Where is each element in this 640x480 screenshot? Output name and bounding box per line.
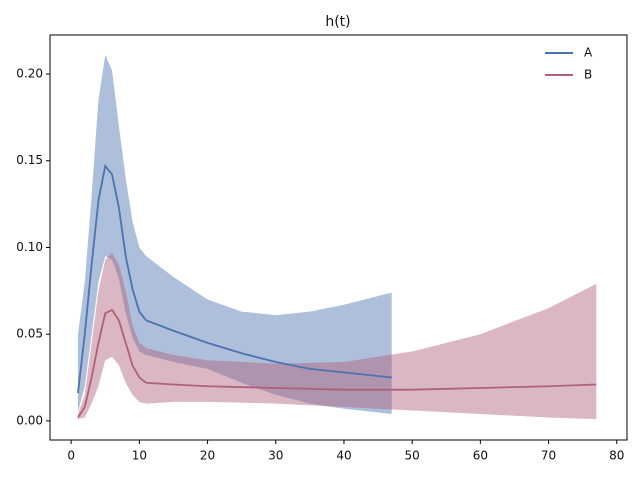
y-tick-label: 0.10 [16, 240, 43, 254]
x-tick-label: 10 [132, 449, 147, 463]
y-tick-label: 0.15 [16, 153, 43, 167]
x-tick-label: 30 [268, 449, 283, 463]
x-tick-label: 60 [473, 449, 488, 463]
x-tick-label: 0 [67, 449, 75, 463]
line [77, 308, 597, 418]
x-tick-label: 50 [405, 449, 420, 463]
x-tick-label: 40 [336, 449, 351, 463]
legend-label: B [584, 68, 592, 82]
y-tick-label: 0.20 [16, 67, 43, 81]
legend-label: A [584, 46, 593, 60]
x-tick-label: 80 [609, 449, 624, 463]
x-tick-label: 70 [541, 449, 556, 463]
y-tick-label: 0.00 [16, 413, 43, 427]
plot-frame [49, 34, 628, 441]
y-tick-label: 0.05 [16, 327, 43, 341]
chart-title: h(t) [325, 14, 350, 30]
confidence-band [77, 252, 597, 420]
x-tick-label: 20 [200, 449, 215, 463]
line [77, 163, 392, 394]
